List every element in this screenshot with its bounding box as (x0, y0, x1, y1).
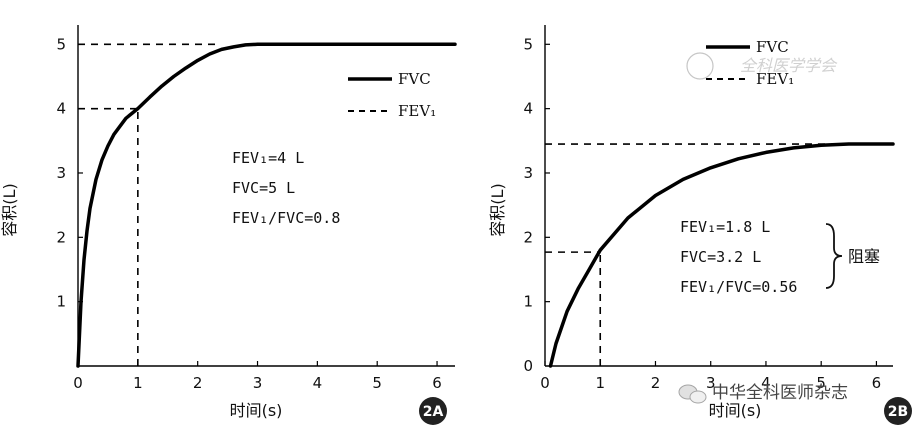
y-tick-label: 4 (523, 100, 533, 118)
y-tick-label: 5 (523, 35, 533, 53)
svg-text:2B: 2B (888, 404, 908, 420)
watermark-bottom: 中华全科医师杂志 (678, 383, 848, 404)
panel-2a-ticks: 0 1 2 3 4 5 6 1 2 3 4 5 (56, 35, 441, 392)
panel-2b-badge: 2B (884, 397, 912, 425)
panel-2b-ticks: 0 1 2 3 4 5 6 0 1 2 3 4 5 (523, 35, 881, 392)
panel-2a: 0 1 2 3 4 5 6 1 2 3 4 5 容积(L) 时间(s) FVC FEV₁ FEV₁=4… (0, 25, 457, 425)
watermark-seal-icon (686, 52, 714, 80)
panel-2a-plot-area (76, 25, 457, 368)
panel-2a-annotations: FEV₁=4 L FVC=5 L FEV₁/FVC=0.8 (232, 149, 340, 227)
annotation-fev1: FEV₁=1.8 L (680, 218, 770, 236)
annotation-fev1: FEV₁=4 L (232, 149, 304, 167)
legend-fvc-label: FVC (756, 38, 789, 56)
legend-fev1-label: FEV₁ (398, 102, 436, 120)
y-tick-label: 2 (56, 228, 66, 246)
watermark-top-text: 全科医学学会 (740, 56, 838, 75)
x-tick-label: 0 (73, 374, 83, 392)
y-tick-label: 2 (523, 228, 533, 246)
x-tick-label: 1 (595, 374, 605, 392)
panel-2b-annotations: FEV₁=1.8 L FVC=3.2 L FEV₁/FVC=0.56 阻塞 (680, 218, 880, 296)
panel-2a-x-axis-label: 时间(s) (230, 401, 283, 420)
annotation-fvc: FVC=5 L (232, 179, 295, 197)
x-tick-label: 3 (706, 374, 716, 392)
panel-2b: 0 1 2 3 4 5 6 0 1 2 3 4 5 容积(L) 时间(s) FVC FEV₁ FEV₁=… (488, 25, 912, 425)
brace-icon (825, 223, 843, 289)
legend-fvc-label: FVC (398, 70, 431, 88)
wechat-icon (678, 384, 707, 404)
x-tick-label: 0 (540, 374, 550, 392)
x-tick-label: 1 (133, 374, 143, 392)
panel-2a-legend: FVC FEV₁ (348, 70, 436, 120)
panel-2b-x-axis-label: 时间(s) (709, 401, 762, 420)
x-tick-label: 4 (313, 374, 323, 392)
fvc-curve (548, 142, 895, 368)
y-tick-label: 0 (523, 357, 533, 375)
watermark-top: 全科医学学会 (686, 52, 838, 80)
svg-text:2A: 2A (423, 404, 444, 420)
y-tick-label: 4 (56, 100, 66, 118)
annotation-ratio: FEV₁/FVC=0.56 (680, 278, 797, 296)
panel-2a-y-axis-label: 容积(L) (0, 183, 19, 236)
y-tick-label: 3 (56, 164, 66, 182)
x-tick-label: 5 (816, 374, 826, 392)
x-tick-label: 5 (372, 374, 382, 392)
watermark-bottom-text: 中华全科医师杂志 (712, 383, 848, 403)
annotation-ratio: FEV₁/FVC=0.8 (232, 209, 340, 227)
panel-2b-plot-area (544, 25, 895, 368)
x-tick-label: 2 (651, 374, 661, 392)
y-tick-label: 1 (523, 293, 533, 311)
y-tick-label: 5 (56, 35, 66, 53)
fvc-curve (76, 42, 457, 368)
x-tick-label: 6 (872, 374, 882, 392)
y-tick-label: 3 (523, 164, 533, 182)
x-tick-label: 3 (253, 374, 263, 392)
annotation-obstruction: 阻塞 (848, 247, 880, 266)
x-tick-label: 4 (761, 374, 771, 392)
annotation-fvc: FVC=3.2 L (680, 248, 761, 266)
y-tick-label: 1 (56, 293, 66, 311)
panel-2b-y-axis-label: 容积(L) (488, 183, 507, 236)
legend-fev1-label: FEV₁ (756, 70, 794, 88)
panel-2b-legend: FVC FEV₁ (706, 38, 794, 88)
x-tick-label: 2 (193, 374, 203, 392)
x-tick-label: 6 (432, 374, 442, 392)
panel-2a-badge: 2A (419, 397, 447, 425)
